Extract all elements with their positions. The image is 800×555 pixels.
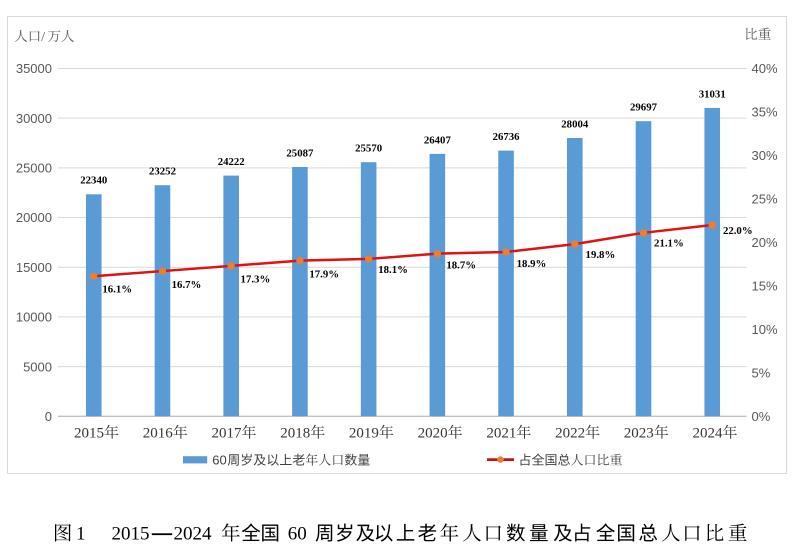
svg-text:2021: 2021 [486,426,516,442]
svg-text:22340: 22340 [80,175,107,187]
svg-text:16.7%: 16.7% [172,279,202,291]
svg-text:40%: 40% [752,61,778,76]
svg-text:2016: 2016 [143,426,174,442]
svg-text:5000: 5000 [23,359,52,374]
svg-text:21.1%: 21.1% [654,237,684,249]
svg-text:18.1%: 18.1% [378,264,408,276]
svg-text:20%: 20% [752,235,778,250]
svg-text:22.0%: 22.0% [723,225,753,237]
svg-text:2019: 2019 [349,426,379,442]
svg-text:5%: 5% [752,365,771,380]
svg-text:1: 1 [76,524,86,545]
svg-text:2015: 2015 [74,426,104,442]
svg-text:31031: 31031 [699,88,726,100]
svg-text:2015: 2015 [112,524,150,545]
svg-text:23252: 23252 [149,166,176,178]
svg-text:0%: 0% [752,409,771,424]
svg-text:29697: 29697 [630,102,658,114]
svg-text:/: / [41,29,45,44]
svg-text:20000: 20000 [16,210,52,225]
svg-text:2018: 2018 [280,426,310,442]
svg-text:19.8%: 19.8% [586,249,616,261]
svg-text:26407: 26407 [424,134,452,146]
svg-text:0: 0 [45,409,52,424]
svg-text:2017: 2017 [211,426,242,442]
svg-text:10000: 10000 [16,310,52,325]
svg-text:2022: 2022 [555,426,585,442]
svg-text:35000: 35000 [16,61,52,76]
svg-text:2024: 2024 [174,524,213,545]
svg-text:2020: 2020 [418,426,448,442]
svg-text:17.9%: 17.9% [309,268,339,280]
svg-text:18.7%: 18.7% [446,260,476,272]
svg-text:17.3%: 17.3% [241,274,271,286]
svg-text:2023: 2023 [624,426,654,442]
svg-text:30000: 30000 [16,111,52,126]
svg-text:24222: 24222 [218,156,245,168]
svg-text:25570: 25570 [355,143,382,155]
svg-text:10%: 10% [752,322,778,337]
svg-text:15%: 15% [752,279,778,294]
svg-text:15000: 15000 [16,260,52,275]
svg-text:35%: 35% [752,105,778,120]
svg-text:60: 60 [288,524,307,545]
svg-text:25087: 25087 [286,147,314,159]
svg-text:60: 60 [212,453,226,468]
svg-text:16.1%: 16.1% [102,283,132,295]
svg-text:18.9%: 18.9% [517,258,547,270]
svg-text:25%: 25% [752,192,778,207]
svg-text:25000: 25000 [16,161,52,176]
svg-text:30%: 30% [752,148,778,163]
svg-text:26736: 26736 [493,131,521,143]
svg-text:28004: 28004 [561,118,589,130]
svg-text:2024: 2024 [693,426,724,442]
